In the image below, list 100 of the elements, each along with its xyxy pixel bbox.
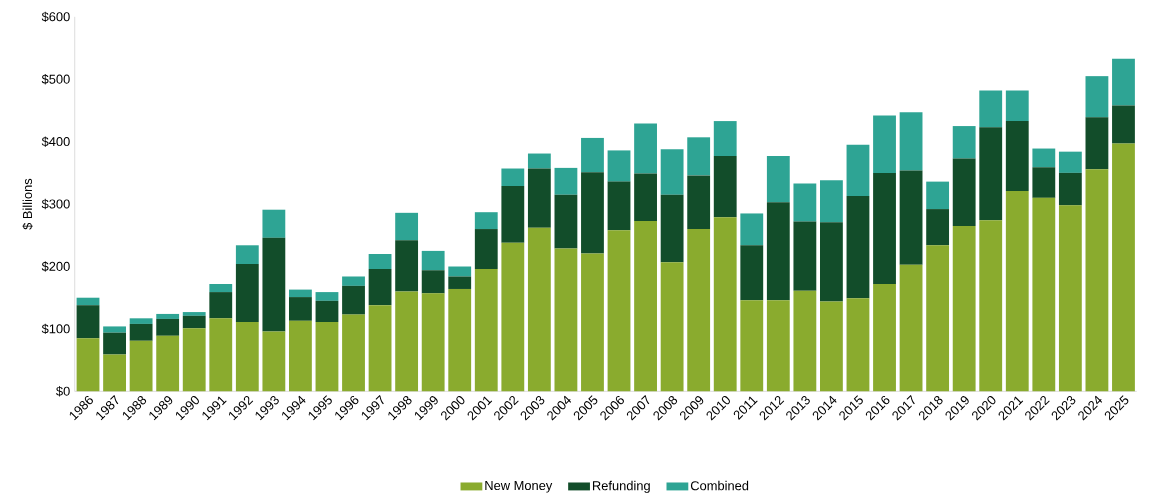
- bar: [873, 115, 896, 173]
- bar: [501, 242, 525, 392]
- y-tick-label: $100: [41, 323, 70, 334]
- bar: [607, 150, 631, 182]
- y-tick-label: $400: [41, 136, 70, 147]
- bar: [209, 318, 233, 392]
- bar: [740, 213, 764, 246]
- bar: [766, 300, 790, 392]
- bar: [289, 320, 312, 392]
- bar: [1005, 120, 1029, 191]
- y-tick-label: $500: [41, 73, 70, 85]
- bar: [527, 168, 551, 228]
- bar: [474, 212, 498, 229]
- bar: [235, 263, 259, 322]
- bar: [1032, 167, 1056, 198]
- bar: [607, 181, 631, 231]
- bar: [740, 300, 764, 392]
- bar: [766, 155, 790, 203]
- bar: [952, 158, 976, 226]
- bar: [899, 170, 923, 265]
- bar: [527, 227, 551, 392]
- bar: [129, 323, 153, 341]
- bar: [926, 245, 950, 392]
- bar: [474, 268, 498, 392]
- bar: [368, 305, 392, 392]
- bar: [448, 276, 472, 289]
- bar: [527, 153, 551, 169]
- bar: [156, 335, 180, 392]
- bar: [235, 245, 259, 264]
- bar: [554, 194, 578, 249]
- bar: [660, 194, 684, 262]
- bar: [129, 318, 153, 324]
- y-tick-label: $600: [41, 11, 70, 22]
- bar: [395, 212, 419, 241]
- bar: [103, 332, 126, 355]
- legend-label: Combined: [690, 480, 749, 491]
- bar: [289, 289, 312, 297]
- bar: [820, 222, 843, 302]
- bar: [421, 270, 445, 294]
- bar: [687, 175, 711, 229]
- bar: [952, 125, 976, 159]
- bar: [1085, 117, 1109, 169]
- bar: [713, 155, 737, 218]
- y-tick-label: $300: [41, 198, 70, 210]
- bar: [1032, 197, 1056, 392]
- bar: [315, 321, 339, 392]
- bar: [368, 268, 392, 306]
- bar: [979, 220, 1003, 392]
- bar: [262, 331, 286, 392]
- bar: [793, 290, 817, 392]
- bar: [1005, 190, 1029, 392]
- bar: [76, 305, 100, 339]
- bar: [103, 326, 126, 333]
- bar: [793, 183, 817, 222]
- bar: [554, 167, 578, 195]
- bar: [660, 148, 684, 195]
- bar: [846, 298, 870, 392]
- bar: [103, 354, 126, 392]
- bar: [395, 240, 419, 292]
- bar: [607, 230, 631, 392]
- bar: [1112, 143, 1135, 392]
- bar: [1005, 90, 1029, 121]
- bar: [634, 220, 657, 392]
- bar: [1058, 205, 1082, 392]
- bar: [182, 315, 206, 329]
- bar: [474, 228, 498, 269]
- bar: [979, 127, 1003, 221]
- bar: [713, 217, 737, 392]
- bar: [395, 291, 419, 392]
- bar: [368, 253, 392, 269]
- bar: [820, 180, 843, 223]
- bar: [501, 185, 525, 243]
- y-tick-label: $200: [41, 261, 70, 272]
- bar: [1032, 148, 1056, 168]
- bar: [687, 137, 711, 176]
- bar: [979, 90, 1003, 128]
- bar: [1112, 105, 1135, 144]
- bar: [129, 340, 153, 392]
- bar: [634, 123, 657, 174]
- bar: [899, 112, 923, 171]
- y-tick-label: $0: [56, 385, 70, 397]
- legend-label: Refunding: [592, 480, 650, 493]
- bar: [660, 261, 684, 392]
- bar: [846, 144, 870, 196]
- bar: [76, 297, 100, 306]
- bar: [952, 225, 976, 392]
- bar: [873, 172, 896, 284]
- bar: [820, 301, 843, 392]
- bar: [342, 285, 365, 315]
- bar: [421, 250, 445, 271]
- bar: [846, 195, 870, 299]
- bar: [289, 296, 312, 321]
- bar: [156, 313, 180, 319]
- bar: [209, 291, 233, 319]
- bar: [581, 137, 604, 173]
- bar: [156, 318, 180, 336]
- bar: [581, 172, 604, 254]
- bar: [262, 237, 286, 332]
- bar: [76, 338, 100, 392]
- bar: [1085, 75, 1109, 118]
